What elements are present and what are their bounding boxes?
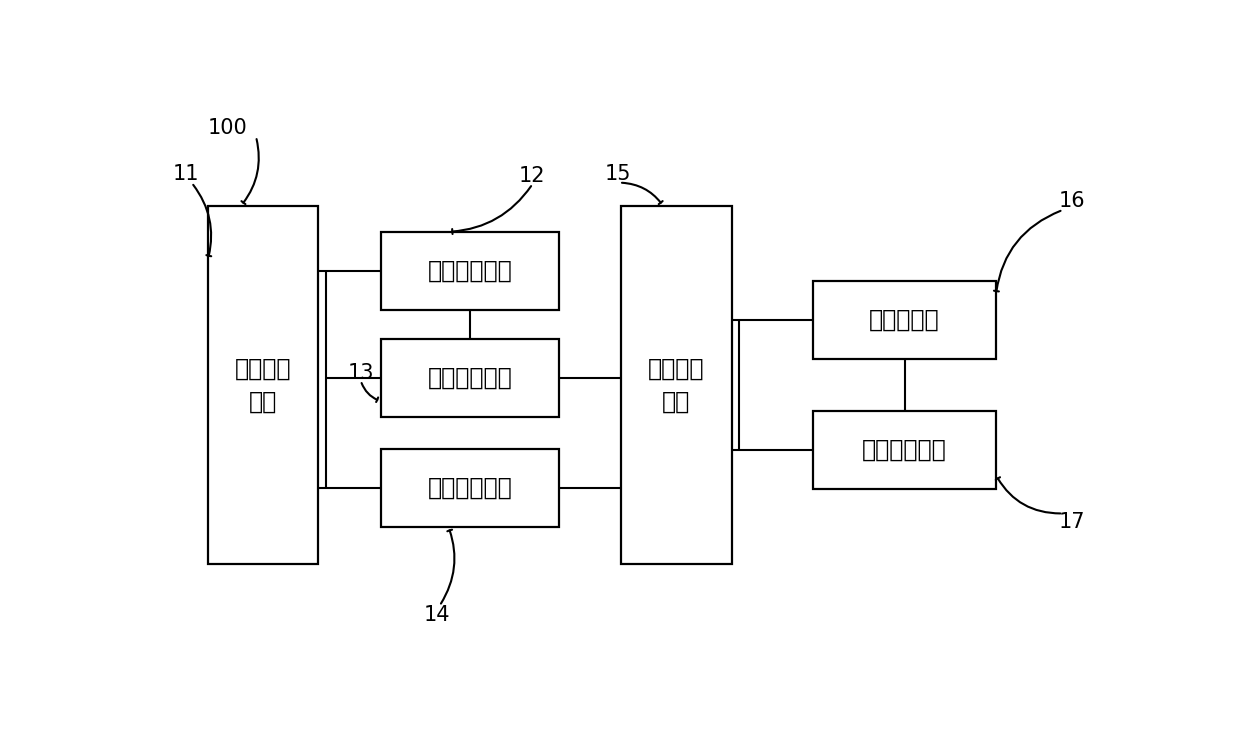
Text: 边界条件模块: 边界条件模块 — [428, 475, 512, 499]
Text: 数据导入
模块: 数据导入 模块 — [234, 356, 291, 414]
Text: 13: 13 — [347, 363, 373, 384]
Bar — [813, 281, 996, 359]
Bar — [208, 206, 319, 564]
Bar — [621, 206, 732, 564]
Text: 17: 17 — [1058, 512, 1085, 532]
Text: 100: 100 — [208, 118, 248, 137]
Text: 可视化模块: 可视化模块 — [869, 308, 940, 332]
Bar — [381, 448, 558, 526]
Bar — [813, 411, 996, 489]
Text: 模型求解
模块: 模型求解 模块 — [649, 356, 704, 414]
Bar — [381, 339, 558, 417]
Bar — [381, 232, 558, 310]
Text: 16: 16 — [1058, 192, 1085, 211]
Text: 15: 15 — [605, 164, 631, 184]
Text: 三维建模模块: 三维建模模块 — [428, 259, 512, 283]
Text: 12: 12 — [518, 166, 544, 185]
Text: 报告生成模块: 报告生成模块 — [862, 438, 947, 462]
Text: 网格生成模块: 网格生成模块 — [428, 366, 512, 390]
Text: 14: 14 — [424, 605, 450, 625]
Text: 11: 11 — [172, 164, 198, 184]
